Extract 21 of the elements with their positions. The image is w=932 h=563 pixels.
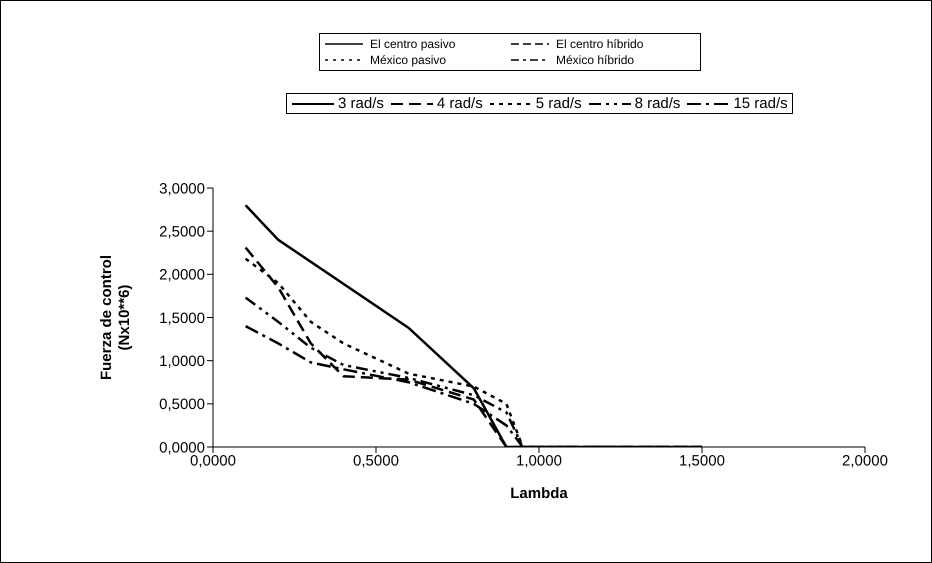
legend-label: 3 rad/s [338,95,384,112]
legend-label: 4 rad/s [436,95,483,112]
legend-label: 15 rad/s [733,95,788,112]
y-tick-label: 1,0000 [159,352,205,370]
y-tick-label: 2,0000 [159,266,205,284]
x-tick-label: 1,0000 [516,452,562,470]
text: El centro pasivo [370,37,456,51]
x-tick-label: 0,5000 [353,452,399,470]
y-axis-title: Fuerza de control (Nx10**6) [98,254,133,380]
y-tick-label: 1,5000 [159,310,205,327]
y-tick-label: 3,0000 [159,180,205,198]
y-tick-label: 0,5000 [159,396,205,414]
y-tick-label: 2,5000 [159,223,205,240]
text: El centro híbrido [556,37,644,51]
text: México híbrido [556,53,634,67]
x-axis-title: Lambda [510,485,568,502]
text: México pasivo [370,53,446,67]
legend-label: 8 rad/s [634,95,680,112]
legend-label: 5 rad/s [536,95,582,112]
x-tick-label: 2,0000 [842,452,888,470]
x-tick-label: 1,5000 [679,452,725,470]
